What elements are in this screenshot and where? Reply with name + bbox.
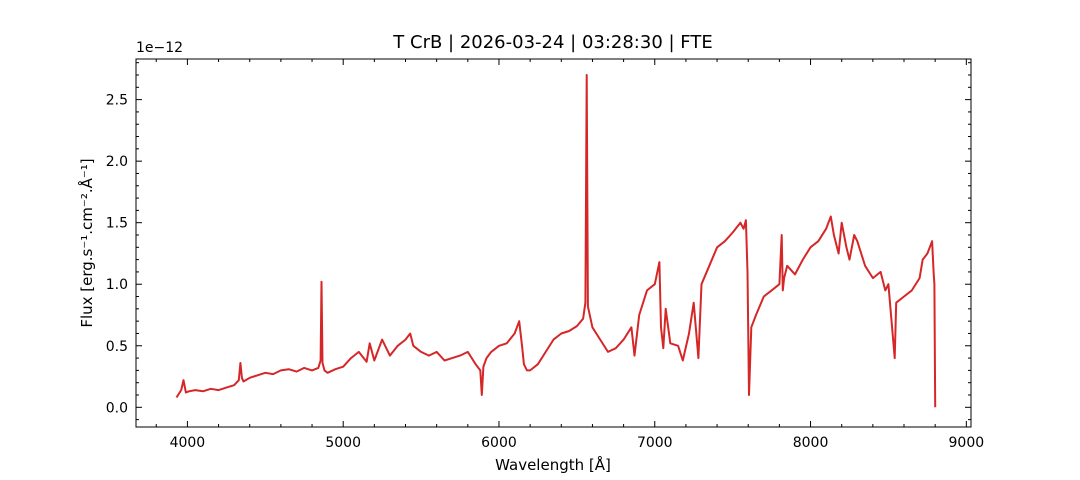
y-axis-label: Flux [erg.s⁻¹.cm⁻².Å⁻¹] xyxy=(77,158,96,327)
plot-frame xyxy=(135,58,972,428)
series-layer xyxy=(175,74,937,408)
x-tick-label: 7000 xyxy=(637,435,673,451)
x-tick-label: 4000 xyxy=(170,435,206,451)
x-axis-label: Wavelength [Å] xyxy=(495,455,611,474)
y-tick-label: 1.0 xyxy=(106,277,128,293)
axis-ticks: 4000 5000 6000 7000 8000 9000 0.0 0.5 1.0 1.5 2.0 2… xyxy=(106,59,984,451)
y-tick-label: 0.0 xyxy=(106,400,128,416)
y-tick-label: 1.5 xyxy=(106,216,128,232)
x-tick-label: 9000 xyxy=(949,435,985,451)
y-tick-label: 2.5 xyxy=(106,93,128,109)
y-tick-label: 2.0 xyxy=(106,154,128,170)
x-tick-label: 5000 xyxy=(325,435,361,451)
spectrum-line xyxy=(175,74,937,408)
x-tick-label: 8000 xyxy=(793,435,829,451)
x-tick-label: 6000 xyxy=(481,435,517,451)
y-axis-offset-label: 1e−12 xyxy=(136,40,183,56)
chart-title: T CrB | 2026-03-24 | 03:28:30 | FTE xyxy=(392,32,712,53)
y-tick-label: 0.5 xyxy=(106,339,128,355)
